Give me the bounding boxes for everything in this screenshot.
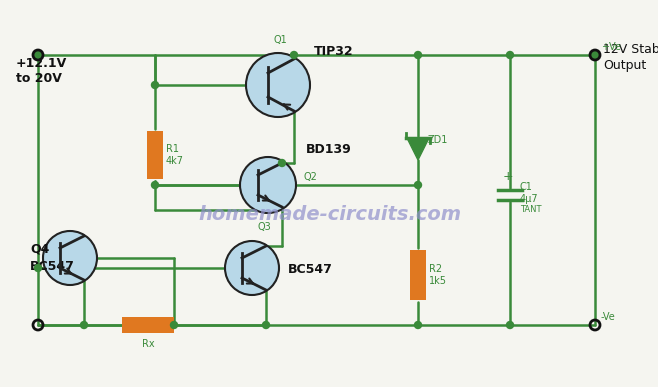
Circle shape bbox=[415, 182, 422, 188]
Circle shape bbox=[290, 51, 297, 58]
Circle shape bbox=[151, 182, 159, 188]
Circle shape bbox=[34, 51, 41, 58]
Text: BC547: BC547 bbox=[30, 260, 75, 273]
Text: homemade-circuits.com: homemade-circuits.com bbox=[199, 205, 461, 224]
Text: R1: R1 bbox=[166, 144, 179, 154]
Bar bbox=[147, 131, 163, 179]
Text: 4k7: 4k7 bbox=[166, 156, 184, 166]
Polygon shape bbox=[407, 138, 429, 160]
Circle shape bbox=[170, 322, 178, 329]
Circle shape bbox=[80, 322, 88, 329]
Text: 4μ7: 4μ7 bbox=[520, 194, 539, 204]
Text: +12.1V
to 20V: +12.1V to 20V bbox=[16, 57, 67, 85]
Text: Q1: Q1 bbox=[273, 35, 287, 45]
Text: Rx: Rx bbox=[141, 339, 155, 349]
Bar bbox=[122, 317, 174, 333]
Circle shape bbox=[415, 322, 422, 329]
Circle shape bbox=[263, 322, 270, 329]
Text: R2: R2 bbox=[429, 264, 442, 274]
Circle shape bbox=[34, 264, 41, 272]
Text: -Ve: -Ve bbox=[601, 312, 616, 322]
Text: BC547: BC547 bbox=[288, 263, 333, 276]
Text: TIP32: TIP32 bbox=[314, 45, 353, 58]
Circle shape bbox=[415, 51, 422, 58]
Ellipse shape bbox=[246, 53, 310, 117]
Text: C1: C1 bbox=[520, 182, 533, 192]
Text: 1k5: 1k5 bbox=[429, 276, 447, 286]
Bar bbox=[410, 250, 426, 300]
Circle shape bbox=[278, 159, 286, 166]
Ellipse shape bbox=[240, 157, 296, 213]
Text: Q2: Q2 bbox=[304, 172, 318, 182]
Text: TANT: TANT bbox=[520, 204, 542, 214]
Text: Q3: Q3 bbox=[257, 222, 270, 232]
Text: ZD1: ZD1 bbox=[428, 135, 448, 145]
Text: Q4: Q4 bbox=[30, 243, 49, 256]
Text: +: + bbox=[503, 171, 513, 183]
Text: +Ve: +Ve bbox=[601, 42, 621, 52]
Text: BD139: BD139 bbox=[306, 143, 352, 156]
Text: 12V Stabilized
Output: 12V Stabilized Output bbox=[603, 43, 658, 72]
Circle shape bbox=[592, 51, 599, 58]
Circle shape bbox=[151, 82, 159, 89]
Circle shape bbox=[507, 322, 513, 329]
Ellipse shape bbox=[43, 231, 97, 285]
Ellipse shape bbox=[225, 241, 279, 295]
Circle shape bbox=[507, 51, 513, 58]
